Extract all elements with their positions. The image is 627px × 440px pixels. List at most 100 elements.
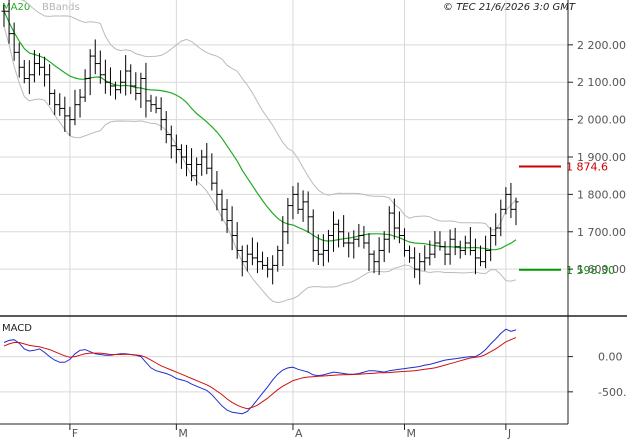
price-tick-label: 1 900.00 xyxy=(577,151,626,164)
ohlc-bar xyxy=(386,206,392,253)
ohlc-bar xyxy=(26,60,32,95)
ohlc-bar xyxy=(265,257,271,278)
ohlc-bar xyxy=(320,234,326,267)
ohlc-bar xyxy=(168,125,174,159)
support-label: 1 598.30 xyxy=(566,264,615,277)
price-tick-label: 2 200.00 xyxy=(577,39,626,52)
ohlc-bar xyxy=(118,70,124,94)
ohlc-bar xyxy=(508,182,514,219)
ohlc-bar xyxy=(503,187,509,215)
ohlc-bar xyxy=(224,199,230,233)
bband-lower xyxy=(3,26,517,304)
ohlc-bar xyxy=(133,72,139,101)
ohlc-bar xyxy=(331,211,337,252)
macd-axis: 0.00 -500.00 xyxy=(568,351,627,399)
ohlc-bar xyxy=(6,0,12,44)
ohlc-bar xyxy=(52,89,58,116)
ohlc-bar xyxy=(214,171,220,211)
macd-tick-label: -500.00 xyxy=(598,386,627,399)
ohlc-bar xyxy=(412,247,418,278)
macd-lines xyxy=(3,328,517,415)
ohlc-bar xyxy=(290,186,296,220)
ohlc-bar xyxy=(391,198,397,240)
price-axis: 1 600.00 1 700.00 1 800.00 1 900.00 2 000.00… xyxy=(568,39,626,276)
ohlc-bar xyxy=(417,252,423,285)
ohlc-bar xyxy=(72,89,78,126)
ohlc-bar xyxy=(229,206,235,251)
plot-background xyxy=(0,0,568,424)
ohlc-bar xyxy=(87,49,93,96)
legend-bbands: BBands xyxy=(42,2,80,13)
ohlc-bar xyxy=(498,199,504,237)
ohlc-bar xyxy=(300,190,306,222)
ohlc-bar xyxy=(209,153,215,191)
ohlc-bar xyxy=(513,197,519,226)
ohlc-bar xyxy=(401,228,407,257)
ohlc-bar xyxy=(366,233,372,271)
ohlc-bar xyxy=(16,42,22,78)
ohlc-bar xyxy=(437,231,443,251)
ohlc-bar xyxy=(173,134,179,164)
ohlc-bar xyxy=(315,234,321,266)
ohlc-bar xyxy=(422,245,428,271)
ohlc-bar xyxy=(194,157,200,186)
legend-ma20: MA20 xyxy=(2,2,30,13)
ohlc-bar xyxy=(407,245,413,263)
ohlc-bar xyxy=(113,81,119,100)
ohlc-bar xyxy=(472,238,478,275)
bband-upper xyxy=(8,0,517,231)
ohlc-bar xyxy=(356,223,362,248)
ohlc-bar xyxy=(163,111,169,144)
ohlc-bar xyxy=(92,39,98,75)
ohlc-bar xyxy=(77,88,83,118)
ohlc-bar xyxy=(219,189,225,222)
ohlc-bar xyxy=(57,93,63,116)
ohlc-bar xyxy=(275,245,281,272)
ohlc-bar xyxy=(336,219,342,248)
ohlc-bar xyxy=(97,50,103,84)
ohlc-bar xyxy=(234,222,240,259)
price-tick-label: 1 700.00 xyxy=(577,226,626,239)
ohlc-bar xyxy=(285,198,291,244)
ohlc-bar xyxy=(138,72,144,108)
ohlc-bar xyxy=(452,227,458,256)
ohlc-bar xyxy=(244,244,250,272)
ohlc-bar xyxy=(432,231,438,259)
signal-line xyxy=(3,337,517,410)
ohlc-bar xyxy=(42,56,48,87)
ohlc-bar xyxy=(21,59,27,84)
copyright-text: © TEC 21/6/2026 3:0 GMT xyxy=(443,2,576,13)
ohlc-bar xyxy=(371,250,377,274)
ohlc-bar xyxy=(270,255,276,285)
ohlc-bar xyxy=(351,230,357,259)
ohlc-bar xyxy=(376,237,382,275)
ohlc-bar xyxy=(254,242,260,274)
price-grid xyxy=(0,44,568,270)
ohlc-bar xyxy=(483,235,489,269)
ohlc-bar xyxy=(178,144,184,169)
ohlc-bar xyxy=(199,149,205,176)
ohlc-bar xyxy=(396,211,402,244)
ohlc-bar xyxy=(204,143,210,175)
ohlc-bar xyxy=(249,237,255,266)
ohlc-bar xyxy=(67,106,73,136)
macd-label: MACD xyxy=(2,323,32,334)
time-tick-label: M xyxy=(178,427,188,440)
ohlc-bar xyxy=(442,241,448,266)
ohlc-bar xyxy=(143,62,149,118)
price-tick-label: 1 600.00 xyxy=(577,263,626,276)
ohlc-bar xyxy=(148,94,154,112)
ohlc-bar xyxy=(62,96,68,132)
ohlc-bar xyxy=(346,232,352,258)
ohlc-bar xyxy=(11,22,17,61)
ohlc-bar xyxy=(493,213,499,246)
ohlc-bar xyxy=(1,5,7,27)
ohlc-bar xyxy=(47,64,53,105)
ohlc-bar xyxy=(36,53,42,76)
ohlc-bar xyxy=(107,67,113,96)
ohlc-bar xyxy=(189,148,195,182)
ohlc-bar xyxy=(457,240,463,259)
price-tick-label: 2 000.00 xyxy=(577,114,626,127)
ohlc-bar xyxy=(82,69,88,102)
